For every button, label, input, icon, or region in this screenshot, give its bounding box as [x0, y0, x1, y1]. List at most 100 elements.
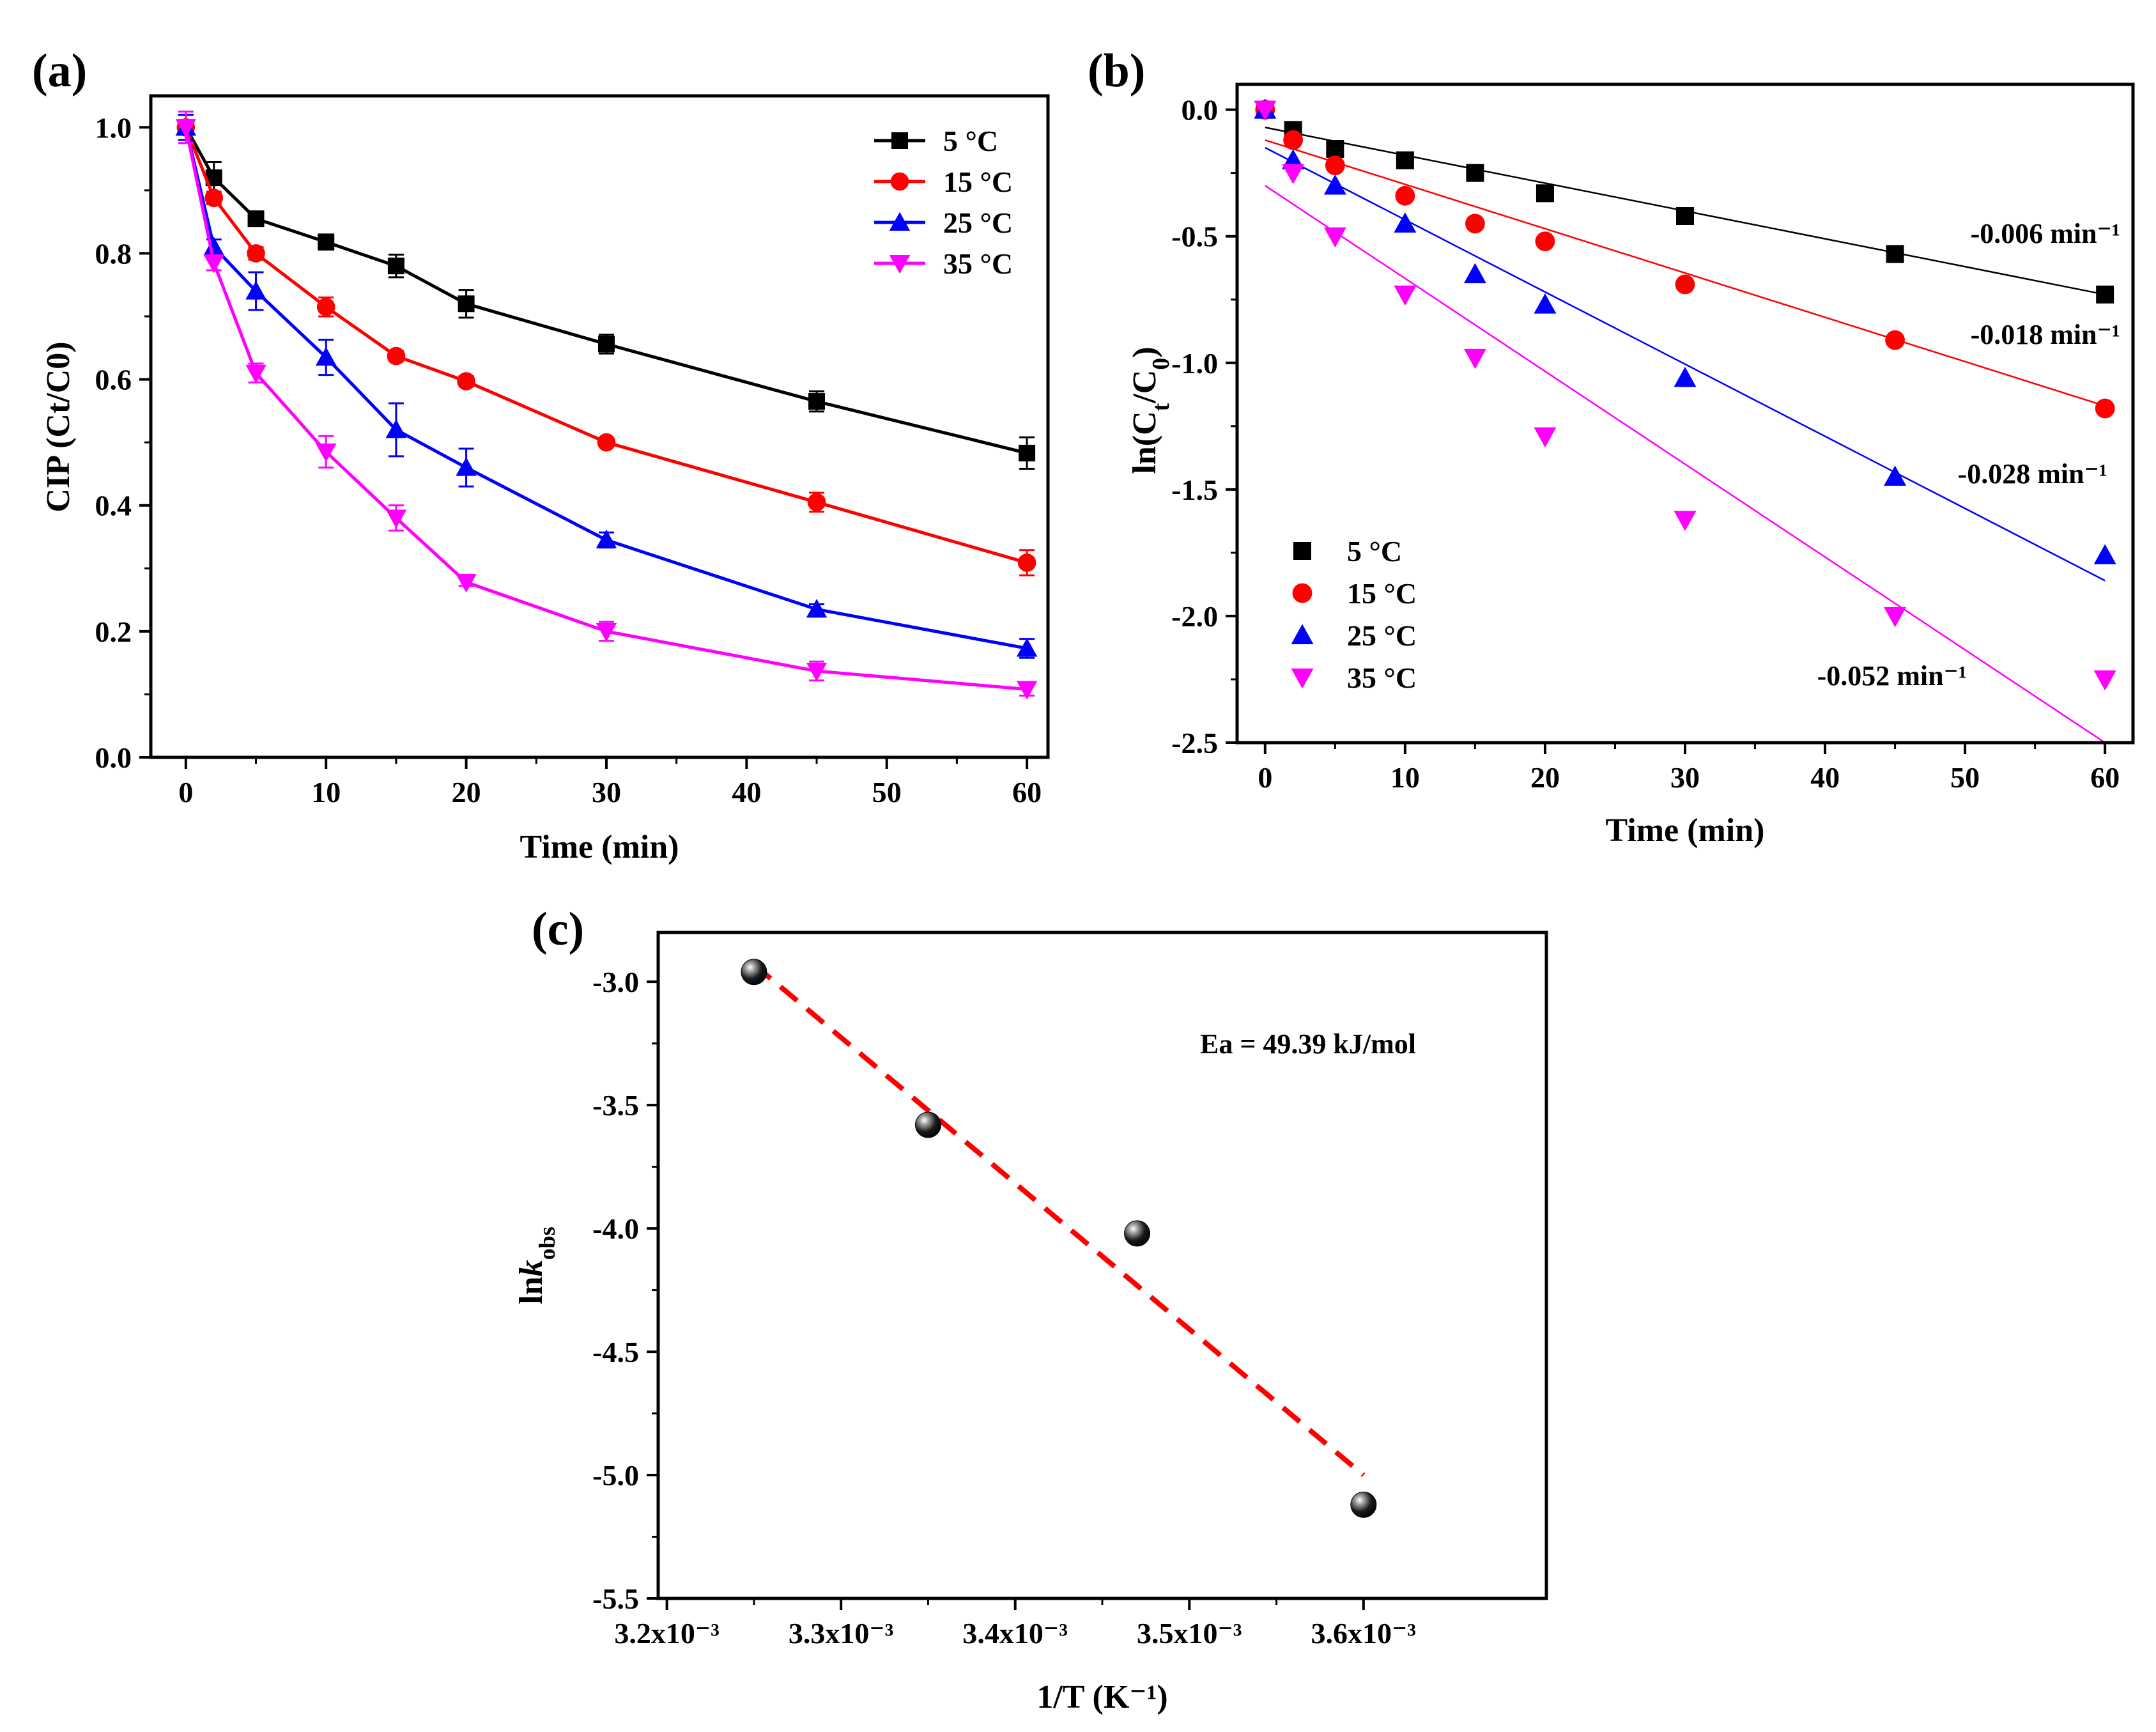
panel-c-y-title-k: k	[513, 1260, 550, 1276]
panel-a-point-3	[315, 443, 337, 463]
panel-a-point-1	[457, 372, 475, 390]
panel-b-plot-frame	[1235, 82, 2135, 745]
panel-a-point-1	[1017, 553, 1036, 572]
panel-a-series-line-3	[184, 127, 1028, 692]
panel-a-x-tick-label: 10	[311, 776, 341, 808]
panel-a-x-tick-label: 0	[178, 776, 193, 808]
panel-b-point-3	[1463, 348, 1486, 369]
panel-a-y-tick-label: 0.0	[95, 741, 132, 774]
panel-b-legend-label: 25 °C	[1347, 619, 1417, 652]
panel-b: (b) 0 10 20 30 40 50 60 0.0 -0.5 -1.0 -1.5 -2.0 -2.5…	[1088, 45, 2135, 849]
panel-a-point-3	[806, 662, 828, 682]
panel-a-legend-label: 35 °C	[943, 247, 1013, 280]
panel-b-point-1	[1325, 155, 1345, 176]
panel-a-x-tick-label: 60	[1012, 776, 1042, 808]
panel-b-fit-line-3	[1265, 185, 2106, 744]
panel-a-point-3	[385, 509, 407, 529]
panel-b-point-3	[1534, 427, 1557, 448]
panel-b-point-2	[2093, 544, 2116, 564]
panel-b-y-tick-label: -1.0	[1171, 347, 1218, 380]
panel-a-point-0	[808, 393, 826, 410]
panel-c-point	[1124, 1220, 1151, 1247]
panel-b-y-title-0: 0	[1148, 358, 1174, 370]
panel-a-legend-label: 25 °C	[943, 206, 1013, 239]
panel-c-y-axis-title: lnkobs	[513, 1226, 560, 1304]
panel-a-x-tick-label: 50	[872, 776, 902, 808]
panel-b-fit-line-1	[1265, 139, 2106, 407]
panel-c-point	[741, 959, 767, 986]
panel-b-point-3	[2093, 670, 2116, 691]
panel-b-x-tick-label: 50	[1950, 761, 1980, 794]
panel-b-point-1	[1675, 274, 1695, 295]
panel-a-x-tick-label: 40	[732, 776, 761, 808]
panel-b-y-title-ln: ln(C	[1127, 411, 1163, 474]
panel-a-legend-marker	[891, 132, 908, 149]
panel-a-point-1	[247, 244, 265, 263]
panel-c-y-title-ln: ln	[513, 1276, 550, 1304]
panel-a-point-2	[456, 457, 477, 476]
panel-a-point-2	[596, 529, 617, 548]
panel-c-y-title-obs: obs	[534, 1226, 560, 1260]
panel-c-x-tick-label: 3.3x10⁻³	[789, 1617, 894, 1650]
panel-a-point-2	[203, 236, 224, 256]
panel-a-legend-marker	[889, 212, 911, 231]
panel-b-legend: 5 °C 15 °C 25 °C 35 °C	[1291, 535, 1417, 694]
panel-a-point-2	[1016, 638, 1038, 657]
panel-b-point-3	[1674, 511, 1697, 531]
panel-b-x-tick-label: 40	[1810, 761, 1840, 794]
panel-a-point-1	[597, 433, 616, 452]
panel-c: (c) 3.2x10⁻³ 3.3x10⁻³ 3.4x10⁻³ 3.5x10⁻³ 3.6x…	[513, 903, 1548, 1715]
panel-b-point-3	[1394, 285, 1417, 306]
panel-a-y-tick-label: 0.4	[95, 490, 132, 522]
panel-a-legend-label: 15 °C	[943, 166, 1013, 198]
panel-b-y-title-t: t	[1148, 403, 1174, 411]
panel-a-x-tick-label: 30	[592, 776, 621, 808]
panel-c-y-tick-label: -3.5	[592, 1089, 639, 1122]
panel-b-point-3	[1282, 164, 1305, 185]
panel-b-legend-marker	[1293, 542, 1311, 560]
panel-a-point-2	[245, 281, 266, 300]
panel-a-point-1	[387, 346, 406, 366]
panel-b-point-2	[1534, 293, 1557, 314]
panel-a-point-0	[1019, 444, 1036, 461]
panel-b-y-axis-title: ln(Ct/C0)	[1127, 346, 1174, 474]
panel-b-rate-label-0: -0.006 min⁻¹	[1971, 218, 2120, 249]
panel-a-point-0	[318, 233, 335, 251]
panel-a-label: (a)	[32, 45, 87, 97]
panel-a-point-3	[203, 254, 224, 274]
panel-a-point-1	[316, 297, 335, 316]
panel-b-y-tick-label: -2.0	[1171, 600, 1218, 633]
panel-b-point-0	[1536, 184, 1554, 203]
panel-a-legend-marker	[890, 172, 909, 191]
panel-a-x-tick-label: 20	[452, 776, 481, 808]
panel-a-y-tick-label: 0.6	[95, 364, 132, 396]
panel-c-point	[914, 1111, 941, 1138]
panel-b-y-tick-label: 0.0	[1182, 94, 1219, 127]
panel-c-x-tick-label: 3.5x10⁻³	[1137, 1617, 1242, 1650]
panel-a-legend-marker	[889, 255, 911, 274]
panel-a-x-axis-title: Time (min)	[520, 829, 679, 865]
panel-b-point-3	[1323, 227, 1346, 248]
panel-b-point-3	[1254, 100, 1277, 121]
panel-a-y-tick-label: 1.0	[95, 111, 132, 144]
panel-a-y-tick-label: 0.2	[95, 615, 132, 648]
panel-a: (a) 0 10 20 30 40 50 60 0.0 0.2 0.4 0.6 0.8 1.0 Time…	[32, 45, 1050, 865]
panel-a-series-line-2	[184, 127, 1028, 650]
panel-a-point-1	[204, 189, 224, 207]
panel-b-point-2	[1463, 263, 1486, 284]
panel-b-y-tick-label: -0.5	[1171, 220, 1218, 253]
panel-b-x-tick-label: 60	[2090, 761, 2120, 794]
panel-b-legend-marker	[1291, 669, 1314, 689]
panel-a-y-tick-label: 0.8	[95, 237, 132, 270]
panel-a-point-3	[175, 119, 197, 138]
panel-a-point-3	[245, 364, 266, 383]
panel-b-rate-label-3: -0.052 min⁻¹	[1817, 660, 1967, 692]
panel-b-legend-label: 35 °C	[1347, 661, 1417, 694]
panel-b-legend-marker	[1292, 583, 1313, 603]
panel-a-point-3	[456, 573, 477, 593]
panel-c-x-tick-label: 3.4x10⁻³	[962, 1617, 1068, 1650]
panel-b-y-title-slash: /C	[1127, 370, 1163, 404]
panel-a-legend: 5 °C 15 °C 25 °C 35 °C	[874, 125, 1013, 280]
panel-b-x-tick-label: 10	[1390, 761, 1420, 794]
panel-a-legend-label: 5 °C	[943, 125, 998, 157]
